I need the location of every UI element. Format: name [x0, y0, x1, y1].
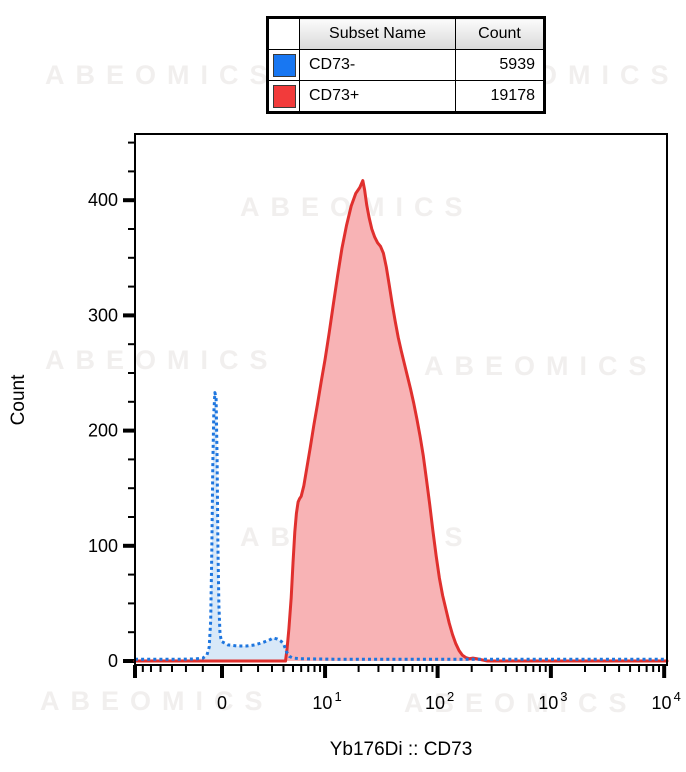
cd73-positive-color-swatch — [272, 84, 296, 108]
y-axis-tick-label: 400 — [88, 190, 118, 210]
x-axis-tick-label: 0 — [217, 693, 227, 713]
cd73-negative-dotted-curve — [135, 391, 667, 661]
y-axis-tick-label: 200 — [88, 421, 118, 441]
y-axis-tick-label: 300 — [88, 305, 118, 325]
cd73-negative-color-swatch — [272, 53, 296, 77]
y-axis-title: Count — [8, 374, 29, 425]
subset-count-value: 5939 — [455, 49, 545, 81]
legend-header-row: Subset Name Count — [267, 17, 545, 50]
x-axis-tick-label: 10 4 — [652, 689, 681, 713]
plot-border — [134, 133, 668, 666]
legend-header-swatch-cell — [267, 17, 300, 50]
cd73-positive-curve — [133, 179, 669, 663]
x-axis-tick-label: 10 2 — [425, 689, 454, 713]
x-axis-title: Yb176Di :: CD73 — [330, 739, 473, 760]
x-axis-tick-label: 10 1 — [312, 689, 341, 713]
legend-header-count: Count — [455, 17, 545, 50]
y-axis-tick-label: 0 — [108, 651, 118, 671]
x-axis-tick-label: 10 3 — [538, 689, 567, 713]
y-axis-tick-label: 100 — [88, 536, 118, 556]
legend-swatch-cell — [267, 80, 300, 113]
legend-row-cd73-positive: CD73+ 19178 — [267, 80, 545, 113]
subset-count-value: 19178 — [455, 80, 545, 113]
subset-legend-table: Subset Name Count CD73- 5939 CD73+ 19178 — [266, 16, 546, 114]
legend-row-cd73-negative: CD73- 5939 — [267, 49, 545, 81]
legend-header-subset-name: Subset Name — [299, 17, 456, 50]
subset-name-label: CD73+ — [299, 80, 456, 113]
cd73-positive-area-fill — [135, 180, 667, 661]
subset-name-label: CD73- — [299, 49, 456, 81]
legend-swatch-cell — [267, 49, 300, 81]
